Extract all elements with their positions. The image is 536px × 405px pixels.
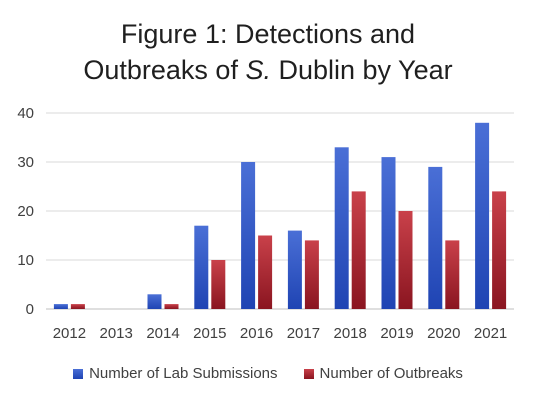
x-tick-label: 2017	[287, 325, 320, 342]
y-tick-label: 20	[17, 203, 34, 220]
legend-swatch-outbreaks	[303, 368, 314, 379]
bar-outbreaks-2016	[258, 235, 273, 309]
bar-outbreaks-2014	[164, 304, 179, 309]
gridlines	[46, 112, 514, 310]
bar-outbreaks-2018	[351, 191, 366, 309]
legend-item-lab-submissions: Number of Lab Submissions	[73, 365, 278, 382]
y-tick-label: 10	[17, 252, 34, 269]
bar-lab-submissions-2020	[428, 166, 443, 309]
chart-title-line-2: Outbreaks of S. Dublin by Year	[0, 52, 536, 88]
x-tick-label: 2016	[240, 325, 273, 342]
bar-lab-submissions-2019	[381, 157, 396, 309]
bar-lab-submissions-2015	[194, 225, 209, 309]
chart-title-line-2-post: Dublin by Year	[270, 55, 453, 85]
x-tick-label: 2013	[100, 325, 133, 342]
legend: Number of Lab Submissions Number of Outb…	[0, 365, 536, 382]
bar-outbreaks-2019	[398, 211, 413, 309]
legend-label-outbreaks: Number of Outbreaks	[319, 365, 463, 382]
chart-title-line-2-pre: Outbreaks of	[83, 55, 246, 85]
y-tick-label: 0	[26, 301, 34, 318]
bar-lab-submissions-2021	[475, 122, 490, 309]
bar-lab-submissions-2012	[53, 304, 68, 309]
x-tick-label: 2019	[380, 325, 413, 342]
bar-lab-submissions-2016	[241, 162, 256, 309]
bars	[53, 122, 507, 309]
bar-outbreaks-2021	[492, 191, 507, 309]
x-tick-label: 2015	[193, 325, 226, 342]
bar-lab-submissions-2017	[287, 230, 302, 309]
y-tick-label: 40	[17, 105, 34, 122]
bar-outbreaks-2012	[70, 304, 85, 309]
x-tick-label: 2020	[427, 325, 460, 342]
x-tick-label: 2018	[334, 325, 367, 342]
legend-label-lab-submissions: Number of Lab Submissions	[89, 365, 278, 382]
bar-lab-submissions-2014	[147, 294, 162, 309]
x-tick-label: 2012	[53, 325, 86, 342]
y-axis-ticks: 0 10 20 30 40	[17, 105, 34, 318]
x-axis-ticks: 2012 2013 2014 2015 2016 2017 2018 2019 2020 2021	[53, 325, 508, 342]
chart-title-italic-genus: S.	[245, 55, 271, 85]
x-tick-label: 2021	[474, 325, 507, 342]
bar-outbreaks-2020	[445, 240, 460, 309]
bar-outbreaks-2015	[211, 260, 226, 309]
bar-outbreaks-2017	[304, 240, 319, 309]
chart-title-line-1: Figure 1: Detections and	[120, 19, 416, 49]
chart-title: Figure 1: Detections and Outbreaks of S.…	[0, 16, 536, 88]
bar-lab-submissions-2018	[334, 147, 349, 309]
legend-swatch-lab-submissions	[73, 368, 84, 379]
x-tick-label: 2014	[146, 325, 179, 342]
legend-item-outbreaks: Number of Outbreaks	[303, 365, 463, 382]
y-tick-label: 30	[17, 154, 34, 171]
